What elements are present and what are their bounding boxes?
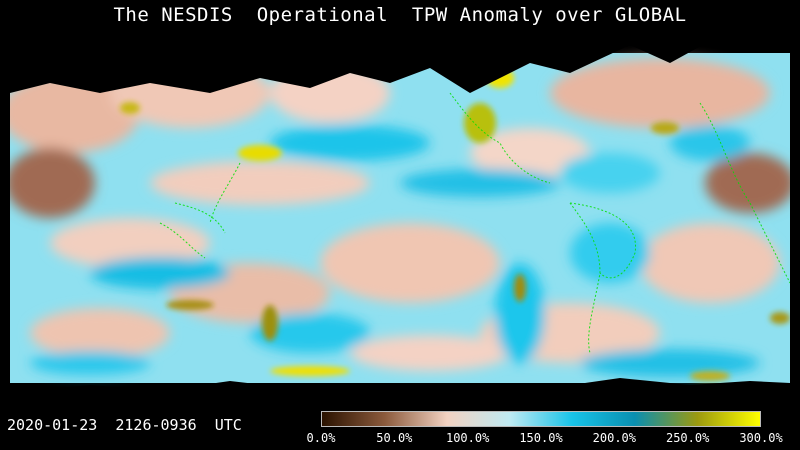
- no-data-north: [10, 33, 790, 93]
- color-scale-bar: [321, 411, 761, 427]
- map-canvas: [10, 33, 790, 405]
- map-title: The NESDIS Operational TPW Anomaly over …: [113, 4, 687, 26]
- color-scale-tick: 0.0%: [306, 431, 336, 445]
- color-scale-tick: 300.0%: [739, 431, 783, 445]
- color-scale-tick: 200.0%: [592, 431, 637, 445]
- color-scale-tick: 250.0%: [665, 431, 710, 445]
- tpw-anomaly-map: [10, 33, 790, 405]
- color-scale-tick: 100.0%: [445, 431, 490, 445]
- timestamp-label: 2020-01-23 2126-0936 UTC: [7, 416, 242, 434]
- no-data-south: [10, 378, 790, 405]
- coastlines: [159, 92, 790, 354]
- color-scale-tick: 150.0%: [519, 431, 563, 445]
- color-scale-tick: 50.0%: [376, 431, 413, 445]
